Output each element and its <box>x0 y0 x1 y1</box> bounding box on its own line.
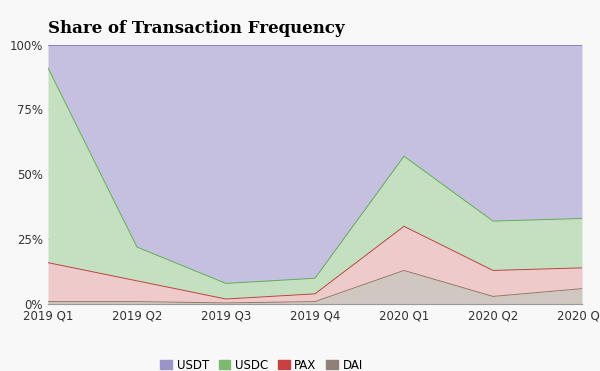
Text: Share of Transaction Frequency: Share of Transaction Frequency <box>48 20 344 37</box>
Legend: USDT, USDC, PAX, DAI: USDT, USDC, PAX, DAI <box>155 354 368 371</box>
